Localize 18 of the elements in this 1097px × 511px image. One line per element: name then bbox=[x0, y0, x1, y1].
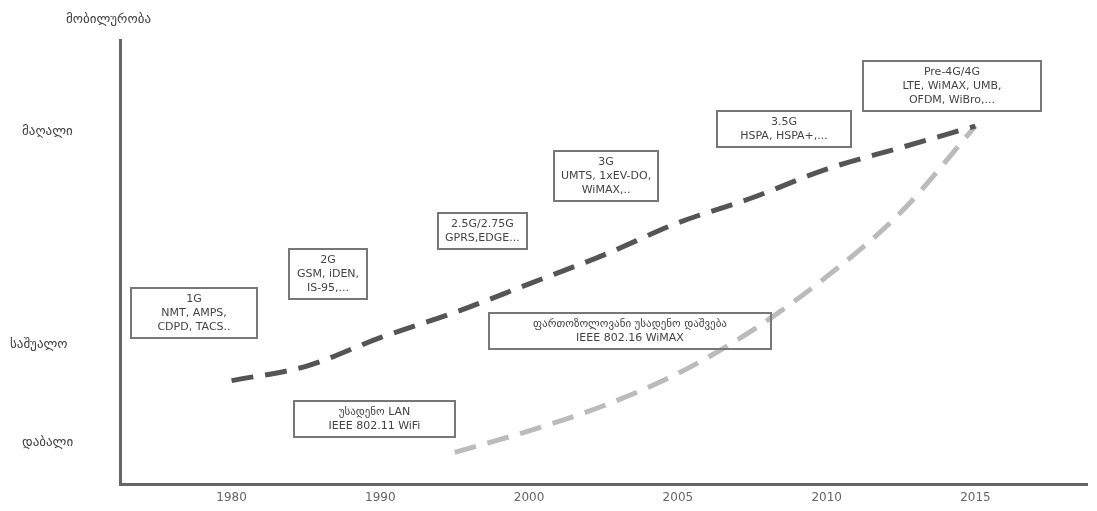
x-tick-label: 2010 bbox=[811, 489, 842, 504]
x-tick-label: 2015 bbox=[960, 489, 991, 504]
text: საშუალო bbox=[10, 336, 68, 351]
annotation: 3.5G HSPA, HSPA+,... bbox=[716, 110, 852, 148]
text: მობილურობა bbox=[66, 11, 151, 26]
annotation: 1G NMT, AMPS, CDPD, TACS.. bbox=[130, 287, 258, 339]
annotation: 3G UMTS, 1xEV-DO, WiMAX,.. bbox=[553, 150, 660, 202]
x-tick-label: 1980 bbox=[216, 489, 247, 504]
text: დაბალი bbox=[22, 434, 74, 449]
x-tick-label: 2005 bbox=[662, 489, 694, 504]
annotation: 2.5G/2.75G GPRS,EDGE... bbox=[437, 212, 528, 250]
x-tick-label: 1990 bbox=[365, 489, 396, 504]
text: მაღალი bbox=[22, 123, 73, 138]
x-tick-label: 2000 bbox=[513, 489, 545, 504]
annotation: უსადენო LAN IEEE 802.11 WiFi bbox=[293, 400, 456, 438]
annotation: 2G GSM, iDEN, IS-95,... bbox=[288, 248, 368, 300]
text: Pre-4G/4G LTE, WiMAX, UMB, OFDM, WiBro,... bbox=[862, 60, 1042, 112]
annotation: ფართოზოლოვანი უსადენო დაშვება IEEE 802.16 WiMAX bbox=[488, 312, 772, 350]
